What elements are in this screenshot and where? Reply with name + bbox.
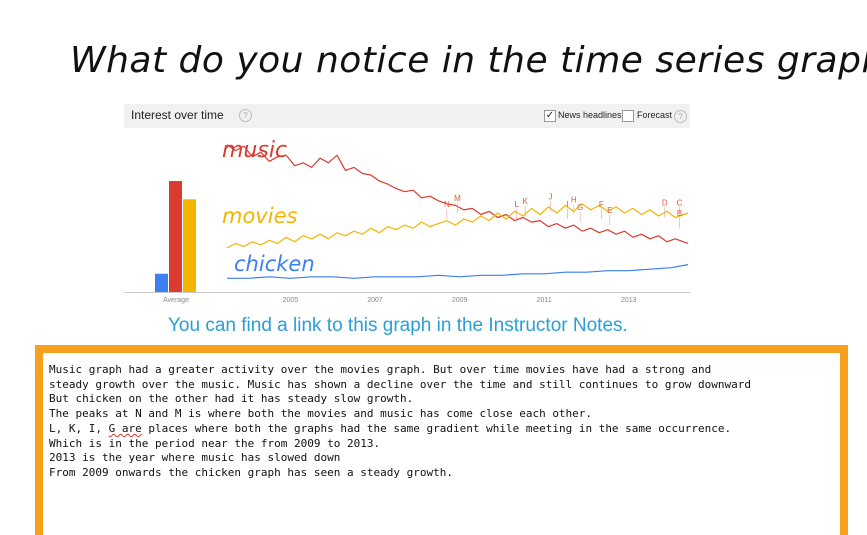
annotation-B: B (677, 209, 682, 218)
annotation-F: F (599, 200, 604, 209)
chart-title: Interest over time (131, 108, 224, 122)
series-line-chicken (227, 264, 689, 279)
answer-line: The peaks at N and M is where both the m… (49, 407, 593, 421)
answer-line: From 2009 onwards the chicken graph has … (49, 465, 453, 479)
handwritten-label-music: music (222, 138, 287, 163)
instructor-notes-link-text: You can find a link to this graph in the… (168, 315, 628, 336)
annotation-D: D (662, 198, 668, 207)
news-headlines-label[interactable]: News headlines (558, 110, 622, 120)
forecast-checkbox[interactable] (622, 110, 634, 122)
chart-header-bar: Interest over time ? ✓ News headlines Fo… (124, 104, 690, 128)
chart-plot-area: Average 2005 2007 2009 2011 2013 NM L K J IHG FE D CB… (124, 138, 690, 304)
help-icon[interactable]: ? (239, 109, 252, 122)
annotation-L: L (514, 200, 519, 209)
annotation-E: E (607, 206, 612, 215)
handwritten-label-movies: movies (222, 204, 297, 228)
x-tick-label: 2013 (621, 297, 637, 304)
answer-line: steady growth over the music. Music has … (49, 377, 751, 391)
x-tick-label: 2005 (283, 297, 299, 304)
annotation-G: G (577, 203, 583, 212)
annotation-H: H (571, 195, 577, 204)
average-label: Average (163, 297, 189, 304)
average-bar-movies (183, 199, 196, 292)
annotation-I: I (566, 200, 568, 209)
x-tick-label: 2009 (452, 297, 468, 304)
spellcheck-underline: G are (108, 421, 142, 435)
annotation-J: J (549, 192, 553, 201)
series-line-music (226, 144, 689, 244)
answer-line: But chicken on the other had it has stea… (49, 392, 414, 406)
x-tick-label: 2011 (537, 297, 552, 304)
x-tick-label: 2007 (367, 297, 383, 304)
forecast-help-icon[interactable]: ? (674, 110, 687, 123)
answer-line: 2013 is the year where music has slowed … (49, 451, 341, 465)
answer-line: L, K, I, G are places where both the gra… (49, 421, 732, 435)
handwritten-label-chicken: chicken (234, 252, 315, 276)
annotation-C: C (677, 198, 683, 207)
interest-over-time-chart: Interest over time ? ✓ News headlines Fo… (124, 104, 690, 304)
average-bar-chicken (155, 273, 168, 292)
annotation-N: N (444, 200, 450, 209)
answer-text: Music graph had a greater activity over … (49, 363, 840, 481)
handwritten-question: What do you notice in the time series gr… (70, 40, 867, 81)
answer-text-area[interactable]: Music graph had a greater activity over … (35, 345, 848, 535)
answer-line: Music graph had a greater activity over … (49, 363, 712, 376)
forecast-label[interactable]: Forecast (637, 110, 673, 120)
answer-line: Which is in the period near the from 200… (49, 436, 381, 450)
annotation-K: K (522, 197, 528, 206)
news-headlines-checkbox[interactable]: ✓ (544, 110, 556, 122)
annotation-M: M (454, 194, 461, 203)
average-bar-music (169, 181, 182, 292)
series-line-movies (226, 203, 689, 249)
